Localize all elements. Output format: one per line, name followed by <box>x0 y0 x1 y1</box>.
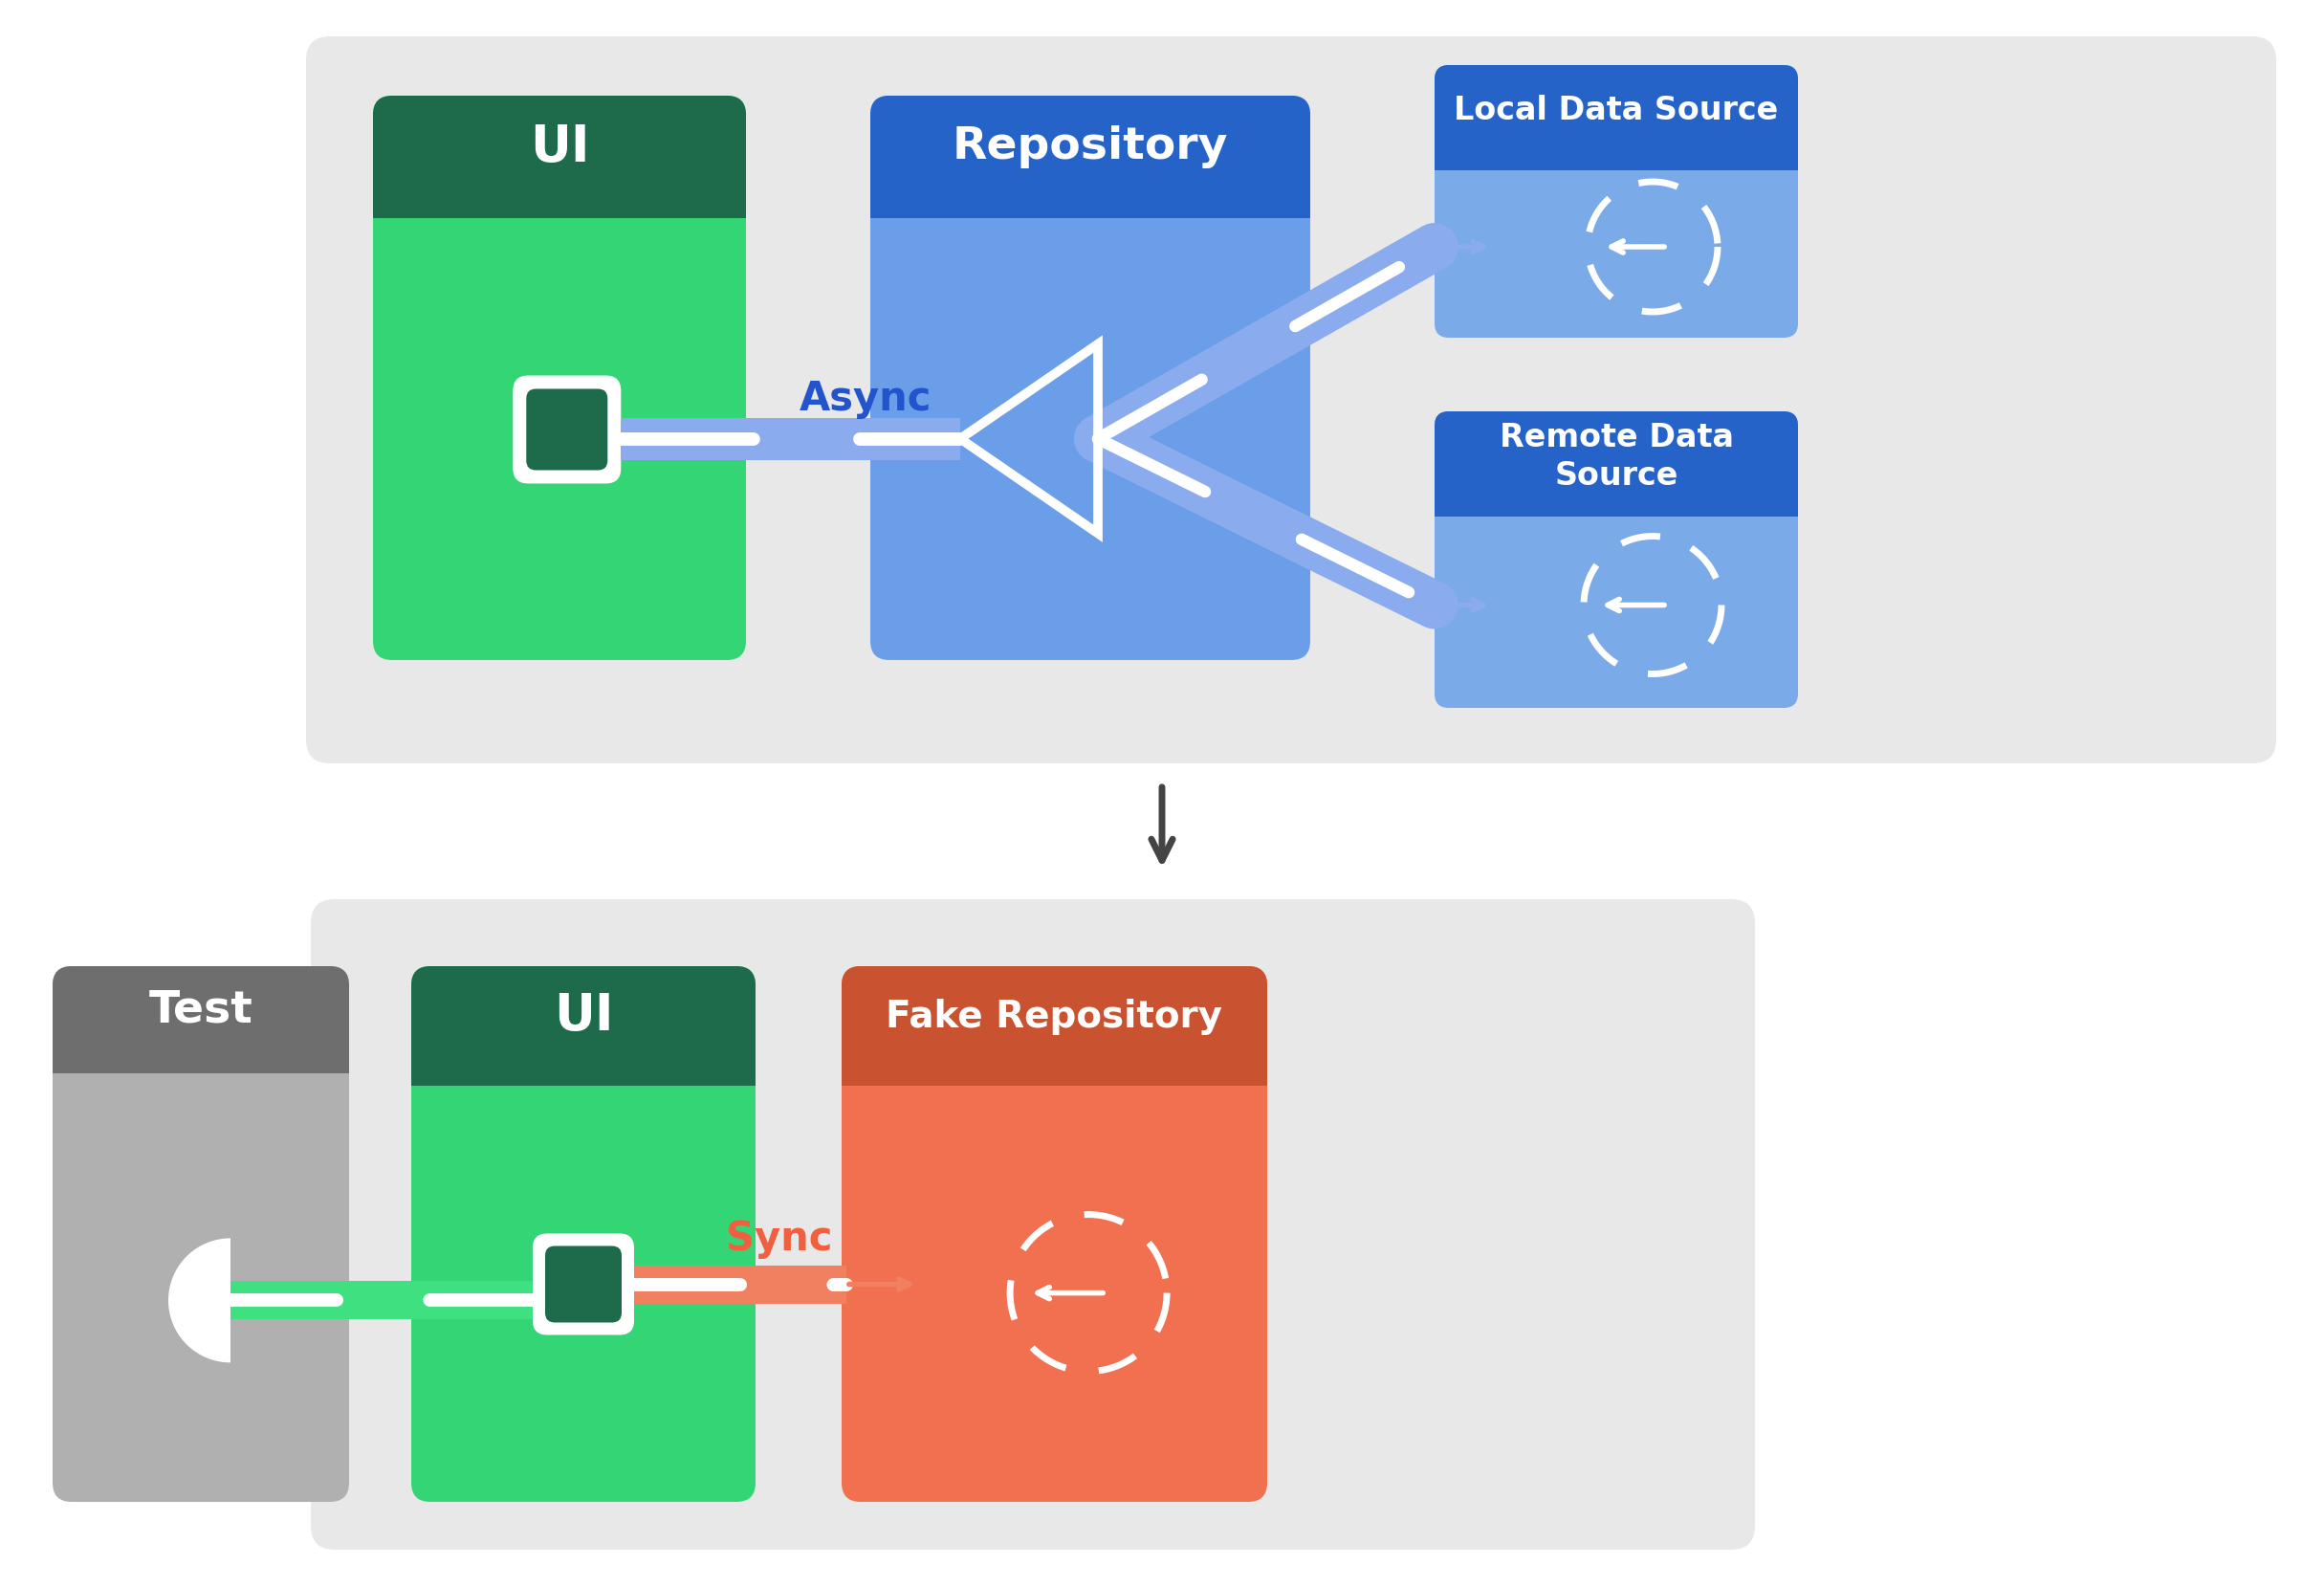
Bar <box>53 986 349 1073</box>
Polygon shape <box>167 1238 230 1363</box>
FancyBboxPatch shape <box>53 966 349 1501</box>
FancyBboxPatch shape <box>372 95 746 660</box>
FancyBboxPatch shape <box>311 900 1755 1549</box>
Text: Test: Test <box>149 989 253 1032</box>
FancyBboxPatch shape <box>525 389 607 470</box>
Text: UI: UI <box>530 122 590 171</box>
FancyBboxPatch shape <box>841 966 1267 1501</box>
FancyBboxPatch shape <box>532 1233 634 1335</box>
FancyBboxPatch shape <box>546 1246 621 1322</box>
FancyBboxPatch shape <box>411 966 755 1501</box>
Text: Repository: Repository <box>953 125 1227 168</box>
Text: Sync: Sync <box>725 1219 832 1258</box>
Bar <box>411 986 755 1086</box>
Bar <box>869 114 1311 217</box>
FancyBboxPatch shape <box>53 966 349 1073</box>
Bar <box>372 114 746 217</box>
FancyBboxPatch shape <box>411 966 755 1086</box>
FancyBboxPatch shape <box>869 95 1311 660</box>
Text: Async: Async <box>799 378 932 419</box>
FancyBboxPatch shape <box>869 95 1311 217</box>
Text: Remote Data
Source: Remote Data Source <box>1499 422 1734 492</box>
FancyBboxPatch shape <box>1434 65 1799 170</box>
FancyBboxPatch shape <box>1434 411 1799 516</box>
Text: Fake Repository: Fake Repository <box>885 998 1222 1035</box>
FancyBboxPatch shape <box>514 376 621 484</box>
FancyBboxPatch shape <box>372 95 746 217</box>
Bar <box>1434 79 1799 170</box>
FancyBboxPatch shape <box>1434 411 1799 708</box>
FancyBboxPatch shape <box>841 966 1267 1086</box>
FancyBboxPatch shape <box>1434 65 1799 338</box>
Text: Local Data Source: Local Data Source <box>1455 95 1778 127</box>
Bar <box>1434 425 1799 516</box>
FancyBboxPatch shape <box>307 37 2275 763</box>
Bar <box>841 986 1267 1086</box>
Text: UI: UI <box>553 992 614 1041</box>
